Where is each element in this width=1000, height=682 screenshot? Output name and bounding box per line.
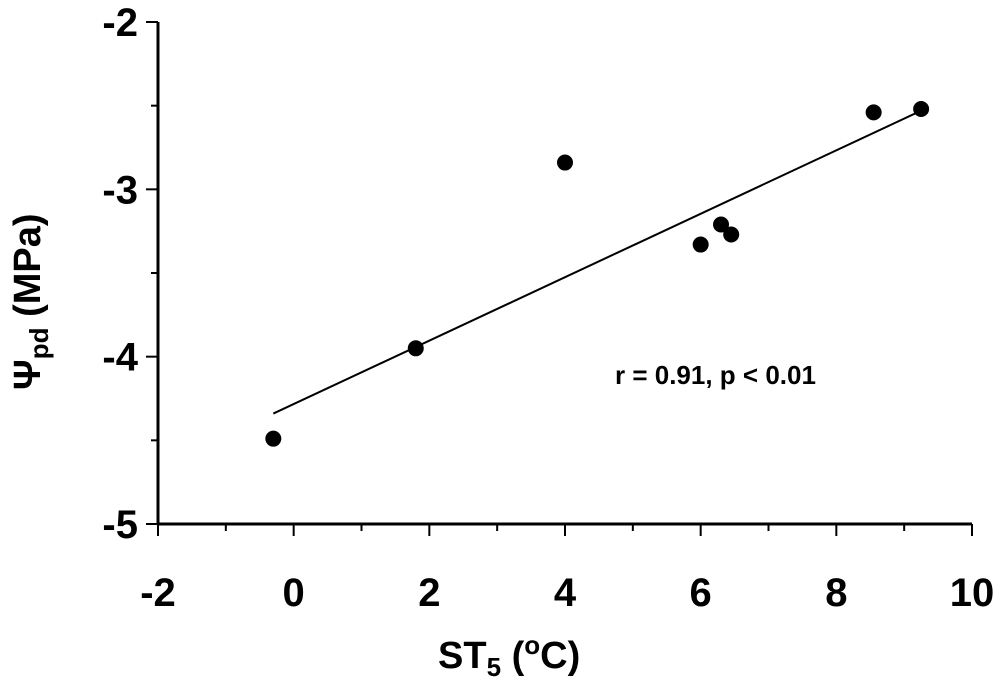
ticks [146,21,973,536]
x-axis-title: ST5 (oC) [438,630,580,682]
y-axis-title-subscript: pd [24,327,54,359]
x-axis-title-unit: C) [540,635,580,677]
data-point [692,236,709,253]
x-tick-label: 6 [690,571,712,615]
regression-line [272,109,922,415]
correlation-annotation: r = 0.91, p < 0.01 [615,360,816,390]
x-tick-label: -2 [140,571,176,615]
x-tick-label: 2 [418,571,440,615]
x-axis-title-subscript: 5 [487,652,501,682]
x-axis-title-open: ( [501,635,525,677]
y-axis-title-unit: (MPa) [7,213,49,327]
y-tick-label: -3 [102,168,138,212]
y-axis-title-main: Ψ [7,359,49,390]
data-point [407,340,424,357]
data-point [557,154,573,171]
y-tick-label: -5 [102,503,138,547]
data-points [265,101,930,447]
x-tick-label: 10 [950,571,995,615]
data-point [713,216,730,233]
x-axis-title-main: ST [438,635,487,677]
data-point [265,430,282,447]
tick-labels: -2 0 2 4 6 8 10 -5 -4 -3 -2 [102,1,994,615]
x-tick-label: 4 [554,571,577,615]
data-point [723,226,740,243]
y-tick-label: -2 [102,1,138,45]
x-tick-label: 0 [283,571,305,615]
y-axis-title: Ψpd (MPa) [7,213,54,390]
y-tick-label: -4 [102,336,138,380]
axes [156,22,972,526]
x-axis-title-superscript: o [524,630,540,660]
data-point [865,104,882,121]
x-tick-label: 8 [825,571,847,615]
data-point [913,101,930,118]
